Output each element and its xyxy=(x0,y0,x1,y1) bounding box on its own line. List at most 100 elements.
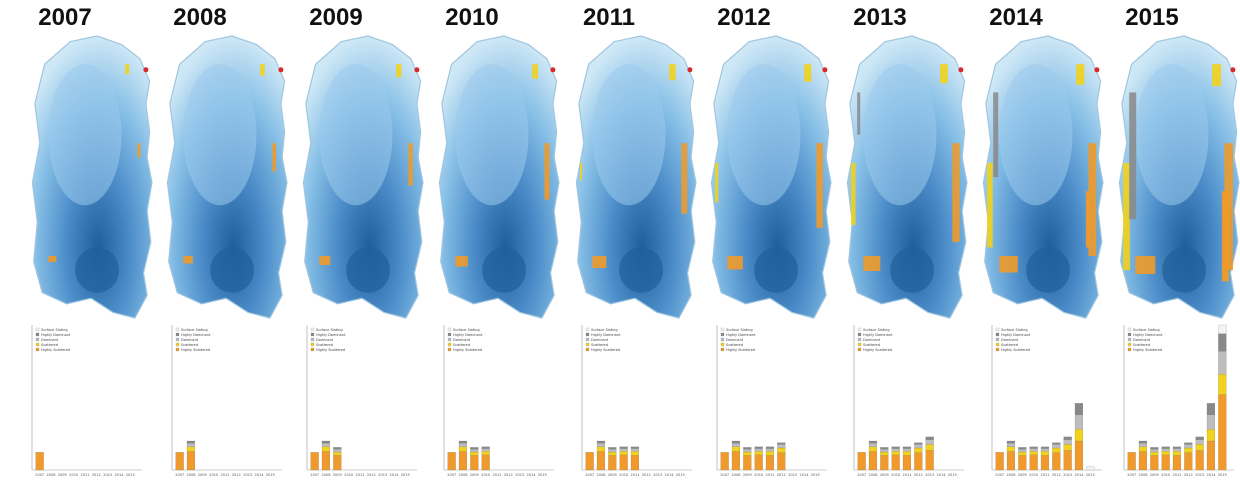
tick-label-2013: 2013 xyxy=(788,473,797,477)
bar-highly-dominant-2010 xyxy=(891,446,900,449)
tick-label-2014: 2014 xyxy=(115,473,125,477)
bar-scattered-2011 xyxy=(902,451,912,456)
tick-label-2010: 2010 xyxy=(209,473,218,477)
bar-scattered-2013 xyxy=(1195,444,1204,451)
tick-label-2009: 2009 xyxy=(58,473,67,477)
map-shallow-area-2010 xyxy=(455,64,529,206)
bar-highly-scattered-2008 xyxy=(321,451,331,471)
tick-label-2015: 2015 xyxy=(126,473,135,477)
legend-label: Scattered xyxy=(863,343,880,347)
map-marker-2011 xyxy=(687,67,693,73)
legend-swatch xyxy=(720,332,725,337)
map-marking-northeast-2010 xyxy=(532,64,538,79)
legend-label: Dominant xyxy=(453,338,471,342)
bar-highly-scattered-2014 xyxy=(1074,440,1084,471)
bar-scattered-2013 xyxy=(1063,444,1072,451)
bar-highly-scattered-2010 xyxy=(481,454,490,471)
tick-label-2010: 2010 xyxy=(69,473,78,477)
map-deep-area-2011 xyxy=(619,247,664,293)
bar-dominant-2008 xyxy=(321,443,331,447)
legend-label: Scattered xyxy=(316,343,333,347)
legend-label: Dominant xyxy=(863,338,881,342)
year-label-2015: 2015 xyxy=(1125,4,1179,31)
bar-scattered-2010 xyxy=(1029,451,1038,455)
bar-dominant-2009 xyxy=(1018,449,1027,453)
bar-dominant-2008 xyxy=(1138,443,1148,447)
bar-highly-scattered-2012 xyxy=(1184,452,1193,471)
bar-highly-dominant-2014 xyxy=(1206,403,1216,415)
bar-scattered-2009 xyxy=(333,451,342,456)
tick-label-2010: 2010 xyxy=(754,473,763,477)
bar-highly-dominant-2013 xyxy=(1063,436,1072,440)
legend-label: Highly Dominant xyxy=(726,333,756,337)
bar-dominant-2008 xyxy=(1006,443,1016,447)
tick-label-2010: 2010 xyxy=(891,473,900,477)
map-2008 xyxy=(166,35,288,319)
legend-label: Surface Slating xyxy=(591,328,618,332)
bar-scattered-2009 xyxy=(608,451,617,456)
bar-highly-scattered-2009 xyxy=(743,455,752,471)
legend-label: Highly Scattered xyxy=(316,348,345,352)
bar-highly-scattered-2007 xyxy=(857,452,866,471)
bar-highly-scattered-2011 xyxy=(1040,455,1050,471)
bar-highly-dominant-2012 xyxy=(777,442,786,445)
tick-label-2009: 2009 xyxy=(1150,473,1159,477)
bar-scattered-2011 xyxy=(765,451,775,456)
bar-scattered-2009 xyxy=(1018,451,1027,456)
bar-scattered-2008 xyxy=(321,446,331,452)
legend-label: Highly Dominant xyxy=(1001,333,1031,337)
bar-dominant-2012 xyxy=(777,444,786,449)
tick-label-2015: 2015 xyxy=(1218,473,1227,477)
legend-label: Dominant xyxy=(591,338,609,342)
map-marking-southeast-2014 xyxy=(1085,191,1090,248)
map-deep-area-2010 xyxy=(482,247,527,293)
tick-label-2015: 2015 xyxy=(266,473,275,477)
legend-swatch xyxy=(995,327,1000,332)
legend-label: Scattered xyxy=(726,343,743,347)
tick-label-2012: 2012 xyxy=(914,473,923,477)
map-marking-northeast-2013 xyxy=(940,64,948,84)
bar-highly-dominant-2010 xyxy=(619,446,628,449)
map-marker-2012 xyxy=(822,67,828,73)
map-marking-northeast-2014 xyxy=(1076,64,1085,85)
bar-scattered-2009 xyxy=(1150,451,1159,456)
legend-swatch xyxy=(310,337,315,342)
bar-highly-dominant-2011 xyxy=(765,446,775,449)
bar-highly-scattered-2010 xyxy=(1029,454,1038,471)
bar-scattered-2012 xyxy=(1052,447,1061,453)
map-marking-northeast-2008 xyxy=(260,64,265,76)
bar-highly-scattered-2007 xyxy=(1127,452,1136,471)
map-marking-southwest-2015 xyxy=(1135,256,1156,274)
tick-label-2007: 2007 xyxy=(175,473,184,477)
legend-swatch xyxy=(720,337,725,342)
bar-highly-dominant-2009 xyxy=(608,447,617,450)
legend-swatch xyxy=(1127,332,1132,337)
bar-highly-dominant-2015 xyxy=(1218,333,1227,352)
tick-label-2015: 2015 xyxy=(1086,473,1095,477)
bar-highly-scattered-2009 xyxy=(333,455,342,471)
legend-swatch xyxy=(995,342,1000,347)
tick-label-2011: 2011 xyxy=(221,473,230,477)
bar-scattered-2009 xyxy=(743,451,752,456)
bar-highly-dominant-2008 xyxy=(731,440,741,444)
tick-label-2011: 2011 xyxy=(766,473,775,477)
legend-swatch xyxy=(35,327,40,332)
map-marker-2015 xyxy=(1230,67,1236,73)
bar-dominant-2009 xyxy=(333,449,342,453)
legend-label: Highly Scattered xyxy=(181,348,210,352)
bar-highly-scattered-2008 xyxy=(186,451,196,471)
year-label-2010: 2010 xyxy=(445,4,499,31)
year-label-2012: 2012 xyxy=(717,4,771,31)
bar-dominant-2008 xyxy=(186,443,196,447)
legend-label: Highly Dominant xyxy=(591,333,621,337)
map-marking-east-2008 xyxy=(272,143,277,172)
year-label-2008: 2008 xyxy=(173,4,227,31)
bar-dominant-2010 xyxy=(891,448,900,452)
legend-label: Surface Slating xyxy=(863,328,890,332)
tick-label-2012: 2012 xyxy=(232,473,241,477)
bar-highly-scattered-2009 xyxy=(608,455,617,471)
tick-label-2012: 2012 xyxy=(504,473,513,477)
bar-scattered-2015 xyxy=(1218,374,1227,395)
bar-highly-dominant-2014 xyxy=(1074,403,1084,415)
tick-label-2014: 2014 xyxy=(1075,473,1085,477)
